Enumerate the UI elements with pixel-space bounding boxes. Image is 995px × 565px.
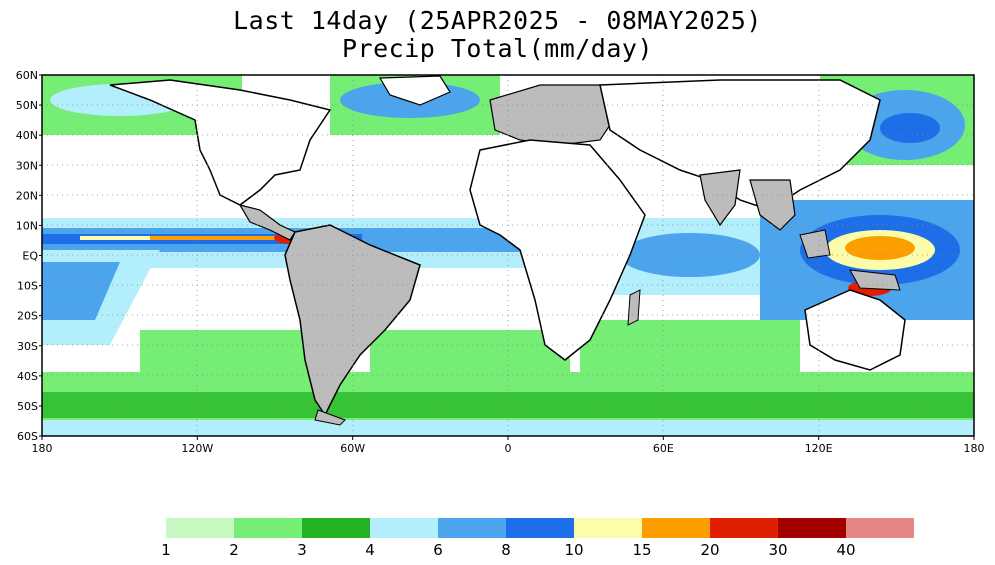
borneo: [799, 229, 831, 259]
colorbar-label: 3: [297, 541, 307, 559]
colorbar-swatch: [710, 518, 778, 538]
madagascar: [627, 289, 641, 326]
s-atlantic-storm: [370, 330, 570, 375]
south-ocean-band-blue: [42, 420, 974, 436]
lat-label: EQ: [22, 250, 38, 263]
lat-label: 60S: [17, 430, 38, 443]
lat-label: 30N: [16, 159, 38, 172]
colorbar-label: 8: [501, 541, 511, 559]
colorbar-swatch: [506, 518, 574, 538]
colorbar-swatch: [166, 518, 234, 538]
colorbar-swatch: [370, 518, 438, 538]
lon-label: 60W: [340, 442, 365, 455]
colorbar-label: 15: [632, 541, 651, 559]
colorbar-label: 4: [365, 541, 375, 559]
antarctic-tip: [314, 409, 346, 426]
lon-label: 120E: [805, 442, 833, 455]
africa: [469, 139, 646, 361]
graticule: [42, 75, 974, 436]
lat-label: 30S: [17, 340, 38, 353]
map-subtitle: Precip Total(mm/day): [341, 34, 654, 63]
land-group: [109, 75, 906, 426]
south-america: [284, 224, 421, 417]
colorbar-swatch: [642, 518, 710, 538]
lon-label: 180: [32, 442, 53, 455]
colorbar-label: 10: [564, 541, 583, 559]
colorbar-swatch: [302, 518, 370, 538]
lon-label: 180: [964, 442, 985, 455]
colorbar-label: 20: [700, 541, 719, 559]
maritime-orange: [845, 236, 915, 260]
colorbar-label: 1: [161, 541, 171, 559]
spcz-core: [42, 262, 120, 320]
colorbar-swatch: [234, 518, 302, 538]
lat-label: 50N: [16, 99, 38, 112]
colorbar-swatch: [574, 518, 642, 538]
colorbar-swatch: [846, 518, 914, 538]
australia: [804, 289, 906, 371]
colorbar-swatch: [778, 518, 846, 538]
itcz-core-orange: [150, 236, 310, 240]
lat-label: 10N: [16, 219, 38, 232]
lat-label: 20S: [17, 310, 38, 323]
europe: [489, 84, 621, 146]
greenland: [378, 75, 451, 106]
lon-labels: 180 120W 60W 0 60E 120E 180: [32, 436, 985, 455]
colorbar-label: 6: [433, 541, 443, 559]
india: [699, 169, 741, 227]
lat-label: 60N: [16, 69, 38, 82]
colorbar-label: 2: [229, 541, 239, 559]
lat-labels: 60N 50N 40N 30N 20N 10N EQ 10S 20S 30S 40S 50S 60S: [16, 69, 42, 443]
lon-label: 120W: [181, 442, 213, 455]
lat-label: 40N: [16, 129, 38, 142]
lat-label: 20N: [16, 189, 38, 202]
lon-label: 0: [505, 442, 512, 455]
colorbar-label: 40: [836, 541, 855, 559]
se-asia: [749, 179, 796, 231]
lat-label: 10S: [17, 280, 38, 293]
s-indian-storm: [580, 320, 800, 375]
colorbar-swatch: [438, 518, 506, 538]
map-title: Last 14day (25APR2025 - 08MAY2025): [233, 6, 762, 35]
indian-ocean-blue: [620, 233, 760, 277]
lat-label: 40S: [17, 370, 38, 383]
s-pacific-storm: [140, 330, 320, 375]
colorbar: 1 2 3 4 6 8 10 15 20 30 40: [161, 518, 914, 559]
lon-label: 60E: [653, 442, 674, 455]
colorbar-label: 30: [768, 541, 787, 559]
lat-label: 50S: [17, 400, 38, 413]
nw-pacific-dark: [880, 113, 940, 143]
